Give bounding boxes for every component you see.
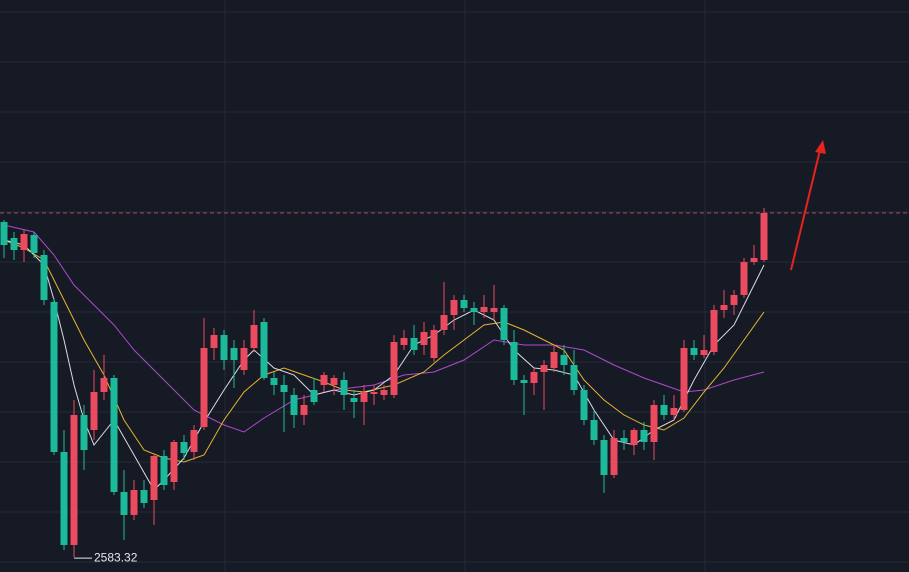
candle-body bbox=[450, 300, 458, 315]
candle-body bbox=[130, 490, 138, 515]
candle-body bbox=[250, 325, 258, 348]
candle-body bbox=[200, 348, 208, 427]
candle-body bbox=[240, 348, 248, 370]
candle-body bbox=[300, 405, 308, 415]
candle-body bbox=[290, 395, 298, 415]
candle-body bbox=[30, 235, 38, 253]
candle-body bbox=[360, 392, 368, 402]
candle-body bbox=[390, 342, 398, 395]
candle-body bbox=[610, 438, 618, 475]
candle-body bbox=[370, 392, 378, 394]
trend-arrow bbox=[790, 140, 826, 271]
candle-body bbox=[740, 262, 748, 295]
candle-body bbox=[520, 380, 528, 383]
candle-body bbox=[50, 302, 58, 452]
candle-body bbox=[110, 378, 118, 492]
candle-body bbox=[460, 300, 468, 308]
candle-body bbox=[730, 295, 738, 305]
candle-body bbox=[350, 398, 358, 402]
candle-body bbox=[310, 390, 318, 402]
candle-body bbox=[570, 365, 578, 390]
candle-body bbox=[160, 456, 168, 485]
candle-body bbox=[700, 350, 708, 355]
candle-body bbox=[220, 335, 228, 360]
candle-body bbox=[540, 365, 548, 372]
candle-body bbox=[120, 492, 128, 515]
candle-body bbox=[410, 338, 418, 350]
candle-body bbox=[260, 322, 268, 378]
candle-body bbox=[210, 335, 218, 348]
candle-body bbox=[100, 378, 108, 392]
candle-body bbox=[10, 238, 18, 250]
candle-body bbox=[340, 380, 348, 395]
candle-body bbox=[420, 332, 428, 345]
candle-body bbox=[590, 420, 598, 440]
candle-body bbox=[150, 456, 158, 500]
candle-body bbox=[670, 408, 678, 415]
candle-body bbox=[660, 405, 668, 415]
candle-body bbox=[680, 348, 688, 410]
candle-body bbox=[550, 352, 558, 368]
candle-body bbox=[60, 452, 68, 545]
ma-line bbox=[3, 239, 765, 491]
candle-body bbox=[440, 315, 448, 330]
candle-body bbox=[80, 415, 88, 450]
plot-area bbox=[0, 208, 909, 558]
candle-body bbox=[140, 490, 148, 503]
ma-line bbox=[3, 224, 765, 433]
candle-body bbox=[320, 375, 328, 385]
candle-body bbox=[580, 390, 588, 420]
candle-body bbox=[500, 308, 508, 340]
candle-body bbox=[690, 348, 698, 355]
candle-body bbox=[20, 234, 28, 250]
candle-body bbox=[620, 438, 628, 442]
candle-body bbox=[430, 330, 438, 358]
candle-body bbox=[90, 392, 98, 430]
candle-body bbox=[720, 305, 728, 310]
candle-body bbox=[480, 307, 488, 312]
candle-body bbox=[750, 258, 758, 262]
candle-body bbox=[170, 442, 178, 482]
candle-body bbox=[380, 390, 388, 395]
candle-body bbox=[280, 385, 288, 392]
candle-body bbox=[760, 213, 768, 260]
candle-body bbox=[510, 342, 518, 380]
candle-body bbox=[650, 405, 658, 442]
ma-line bbox=[3, 239, 765, 463]
candle-body bbox=[0, 222, 8, 245]
arrow-shaft bbox=[790, 149, 821, 271]
candle-body bbox=[70, 415, 78, 545]
candle-body bbox=[330, 378, 338, 385]
candle-body bbox=[470, 308, 478, 312]
candle-body bbox=[190, 430, 198, 452]
candle-body bbox=[230, 348, 238, 360]
candle-body bbox=[560, 355, 568, 365]
candle-body bbox=[490, 308, 498, 312]
candle-body bbox=[530, 372, 538, 383]
candle-body bbox=[40, 255, 48, 300]
candle-body bbox=[180, 442, 188, 453]
candle-body bbox=[640, 430, 648, 442]
low-label: 2583.32 bbox=[94, 550, 138, 564]
candle-body bbox=[710, 310, 718, 352]
candle-body bbox=[600, 440, 608, 475]
candle-body bbox=[630, 430, 638, 445]
arrow-head bbox=[815, 140, 826, 154]
candle-body bbox=[400, 338, 408, 345]
candle-body bbox=[270, 378, 278, 385]
